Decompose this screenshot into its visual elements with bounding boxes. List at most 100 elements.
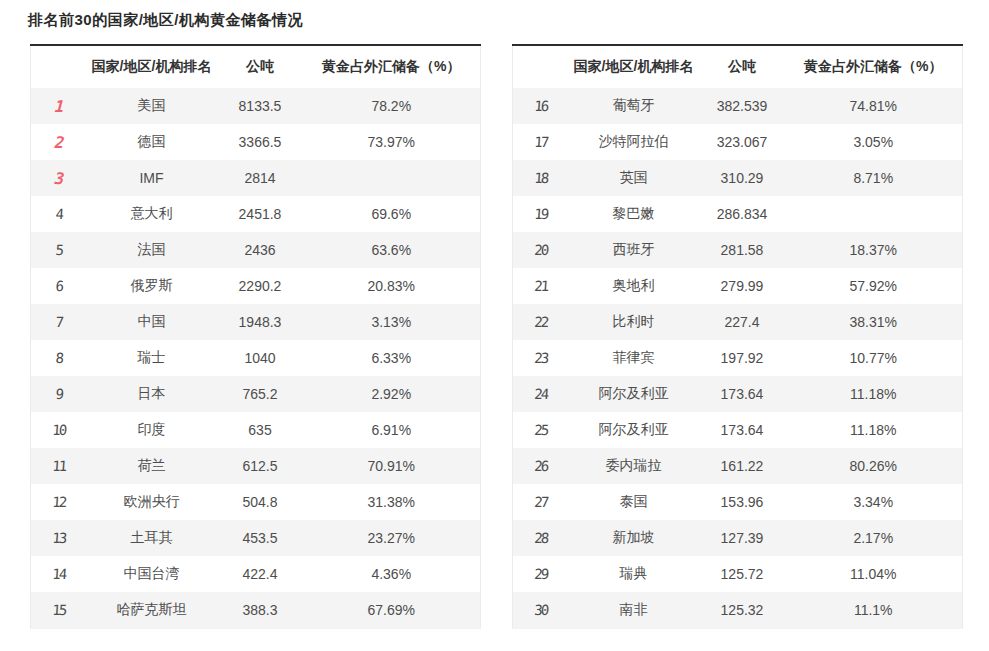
table-row: 9日本765.22.92% bbox=[31, 376, 481, 412]
tonnes-cell: 2451.8 bbox=[218, 196, 303, 232]
country-cell: 土耳其 bbox=[86, 520, 218, 556]
rank-cell: 29 bbox=[511, 556, 569, 592]
country-cell: 南非 bbox=[568, 592, 700, 628]
country-cell: 阿尔及利亚 bbox=[568, 376, 700, 412]
pct-cell bbox=[303, 160, 481, 196]
tonnes-cell: 612.5 bbox=[218, 448, 303, 484]
table-row: 6俄罗斯2290.220.83% bbox=[31, 268, 481, 304]
table-row: 22比利时227.438.31% bbox=[513, 304, 963, 340]
pct-cell: 4.36% bbox=[303, 556, 481, 592]
country-cell: 意大利 bbox=[86, 196, 218, 232]
pct-cell bbox=[785, 196, 963, 232]
country-cell: 英国 bbox=[568, 160, 700, 196]
country-cell: 瑞典 bbox=[568, 556, 700, 592]
pct-cell: 69.6% bbox=[303, 196, 481, 232]
rank-cell: 4 bbox=[29, 196, 87, 232]
tonnes-cell: 388.3 bbox=[218, 592, 303, 628]
pct-cell: 6.91% bbox=[303, 412, 481, 448]
country-cell: 法国 bbox=[86, 232, 218, 268]
tonnes-cell: 2814 bbox=[218, 160, 303, 196]
page-title: 排名前30的国家/地区/机构黄金储备情况 bbox=[0, 0, 989, 30]
rank-cell: 6 bbox=[29, 268, 87, 304]
country-cell: 日本 bbox=[86, 376, 218, 412]
pct-cell: 3.34% bbox=[785, 484, 963, 520]
table-row: 16葡萄牙382.53974.81% bbox=[513, 88, 963, 124]
gold-table-right: 国家/地区/机构排名 公吨 黄金占外汇储备（%） 16葡萄牙382.53974.… bbox=[512, 44, 963, 629]
country-cell: 西班牙 bbox=[568, 232, 700, 268]
rank-cell: 20 bbox=[511, 232, 569, 268]
tonnes-cell: 227.4 bbox=[700, 304, 785, 340]
pct-cell: 8.71% bbox=[785, 160, 963, 196]
col-header-pct: 黄金占外汇储备（%） bbox=[785, 45, 963, 88]
pct-cell: 70.91% bbox=[303, 448, 481, 484]
col-header-rank bbox=[31, 45, 86, 88]
rank-cell: 23 bbox=[511, 340, 569, 376]
tables-container: 国家/地区/机构排名 公吨 黄金占外汇储备（%） 1美国8133.578.2%2… bbox=[30, 44, 959, 629]
rank-cell: 7 bbox=[29, 304, 87, 340]
tonnes-cell: 2436 bbox=[218, 232, 303, 268]
pct-cell: 20.83% bbox=[303, 268, 481, 304]
tonnes-cell: 453.5 bbox=[218, 520, 303, 556]
pct-cell: 3.13% bbox=[303, 304, 481, 340]
table-row: 11荷兰612.570.91% bbox=[31, 448, 481, 484]
rank-cell: 24 bbox=[511, 376, 569, 412]
pct-cell: 11.1% bbox=[785, 592, 963, 628]
tonnes-cell: 382.539 bbox=[700, 88, 785, 124]
col-header-name: 国家/地区/机构排名 bbox=[86, 45, 218, 88]
table-row: 20西班牙281.5818.37% bbox=[513, 232, 963, 268]
rank-cell: 10 bbox=[29, 412, 87, 448]
pct-cell: 74.81% bbox=[785, 88, 963, 124]
table-row: 15哈萨克斯坦388.367.69% bbox=[31, 592, 481, 628]
rank-cell: 26 bbox=[511, 448, 569, 484]
tonnes-cell: 422.4 bbox=[218, 556, 303, 592]
country-cell: 欧洲央行 bbox=[86, 484, 218, 520]
rank-cell: 1 bbox=[29, 88, 87, 124]
table-row: 26委内瑞拉161.2280.26% bbox=[513, 448, 963, 484]
rank-cell: 13 bbox=[29, 520, 87, 556]
rank-cell: 5 bbox=[29, 232, 87, 268]
tonnes-cell: 3366.5 bbox=[218, 124, 303, 160]
col-header-tonnes: 公吨 bbox=[700, 45, 785, 88]
pct-cell: 2.17% bbox=[785, 520, 963, 556]
pct-cell: 2.92% bbox=[303, 376, 481, 412]
tonnes-cell: 286.834 bbox=[700, 196, 785, 232]
table-row: 12欧洲央行504.831.38% bbox=[31, 484, 481, 520]
rank-cell: 15 bbox=[29, 592, 87, 628]
country-cell: 瑞士 bbox=[86, 340, 218, 376]
table-row: 5法国243663.6% bbox=[31, 232, 481, 268]
pct-cell: 67.69% bbox=[303, 592, 481, 628]
country-cell: 哈萨克斯坦 bbox=[86, 592, 218, 628]
pct-cell: 10.77% bbox=[785, 340, 963, 376]
pct-cell: 3.05% bbox=[785, 124, 963, 160]
pct-cell: 80.26% bbox=[785, 448, 963, 484]
rank-cell: 8 bbox=[29, 340, 87, 376]
country-cell: 比利时 bbox=[568, 304, 700, 340]
table-row: 7中国1948.33.13% bbox=[31, 304, 481, 340]
rank-cell: 18 bbox=[511, 160, 569, 196]
pct-cell: 78.2% bbox=[303, 88, 481, 124]
tonnes-cell: 153.96 bbox=[700, 484, 785, 520]
table-row: 10印度6356.91% bbox=[31, 412, 481, 448]
table-row: 13土耳其453.523.27% bbox=[31, 520, 481, 556]
tonnes-cell: 1948.3 bbox=[218, 304, 303, 340]
rank-cell: 12 bbox=[29, 484, 87, 520]
rank-cell: 22 bbox=[511, 304, 569, 340]
country-cell: 印度 bbox=[86, 412, 218, 448]
table-row: 19黎巴嫩286.834 bbox=[513, 196, 963, 232]
table-row: 17沙特阿拉伯323.0673.05% bbox=[513, 124, 963, 160]
country-cell: 阿尔及利亚 bbox=[568, 412, 700, 448]
tonnes-cell: 125.72 bbox=[700, 556, 785, 592]
table-header: 国家/地区/机构排名 公吨 黄金占外汇储备（%） bbox=[513, 45, 963, 88]
table-row: 2德国3366.573.97% bbox=[31, 124, 481, 160]
table-row: 30南非125.3211.1% bbox=[513, 592, 963, 628]
rank-cell: 17 bbox=[511, 124, 569, 160]
country-cell: 俄罗斯 bbox=[86, 268, 218, 304]
tonnes-cell: 281.58 bbox=[700, 232, 785, 268]
pct-cell: 11.18% bbox=[785, 412, 963, 448]
country-cell: 菲律宾 bbox=[568, 340, 700, 376]
pct-cell: 57.92% bbox=[785, 268, 963, 304]
tonnes-cell: 323.067 bbox=[700, 124, 785, 160]
country-cell: 葡萄牙 bbox=[568, 88, 700, 124]
tonnes-cell: 2290.2 bbox=[218, 268, 303, 304]
tonnes-cell: 161.22 bbox=[700, 448, 785, 484]
